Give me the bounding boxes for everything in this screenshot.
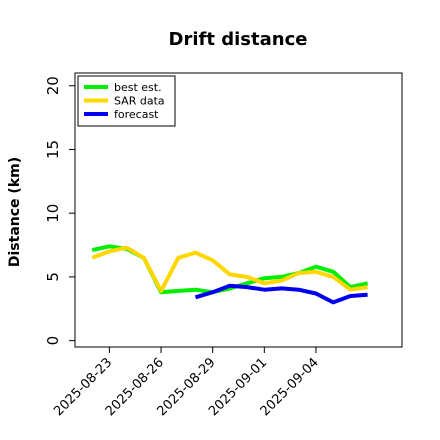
plot-area-frame <box>74 72 403 348</box>
y-tick-label: 0 <box>44 336 62 346</box>
y-tick-label: 5 <box>44 272 62 282</box>
y-tick-label: 15 <box>44 140 62 159</box>
series-line-forecast <box>194 283 368 305</box>
y-tick-label: 20 <box>44 76 62 95</box>
legend-label: best est. <box>114 81 162 94</box>
series-lines <box>91 244 369 305</box>
legend-label: forecast <box>114 108 159 121</box>
x-axis: 2025-08-232025-08-262025-08-292025-09-01… <box>51 347 322 419</box>
chart-title: Drift distance <box>169 29 308 50</box>
legend-label: SAR data <box>114 95 165 108</box>
y-axis: 0 5 10 15 20 <box>44 76 75 345</box>
y-axis-label: Distance (km) <box>7 157 23 267</box>
series-line-sar-data <box>91 245 368 293</box>
y-tick-label: 10 <box>44 204 62 223</box>
